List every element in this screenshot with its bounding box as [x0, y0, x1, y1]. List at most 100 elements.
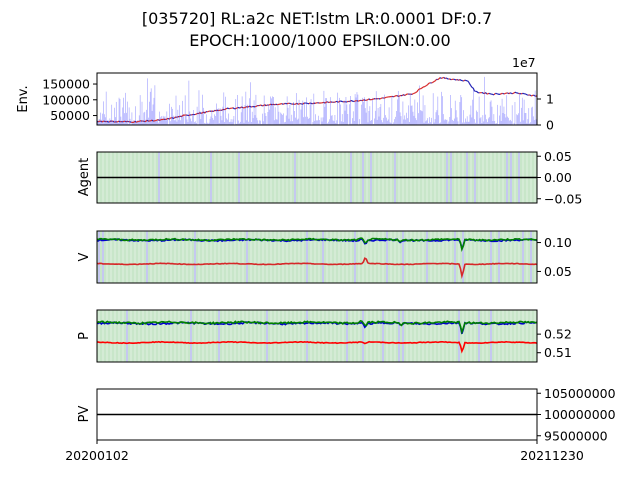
pv-ylabel: PV	[77, 406, 92, 423]
price-segment	[235, 107, 237, 110]
env-secondary-y-ticks: 01	[537, 92, 554, 133]
price-segment	[438, 77, 441, 80]
price-segment	[325, 101, 328, 103]
price-segment	[308, 102, 311, 105]
price-segment	[215, 109, 218, 112]
price-segment	[327, 101, 330, 104]
y-tick-label: 95000000	[544, 428, 608, 443]
price-segment	[456, 78, 459, 81]
price-segment	[459, 79, 462, 81]
y-tick-label: 0.10	[544, 235, 572, 250]
price-segment	[517, 92, 519, 95]
y2-tick-label: 1	[546, 92, 554, 107]
price-segment	[212, 109, 216, 113]
price-segment	[268, 103, 271, 106]
price-segment	[445, 77, 448, 80]
price-segment	[425, 84, 427, 87]
price-segment	[314, 102, 317, 105]
price-segment	[199, 112, 202, 115]
price-segment	[415, 91, 418, 94]
price-segment	[135, 121, 138, 123]
price-segment	[336, 101, 339, 103]
price-segment	[275, 103, 278, 106]
price-segment	[432, 81, 435, 83]
policy-axes-frame	[96, 309, 538, 363]
price-segment	[507, 92, 510, 95]
value-series-lines	[96, 237, 538, 279]
x-tick-label-start: 20200102	[65, 448, 129, 463]
price-segment	[313, 102, 316, 105]
pv-panel: 105000000 100000000 95000000 PV	[77, 386, 616, 444]
price-segment	[157, 119, 160, 121]
agent-ylabel: Agent	[77, 158, 92, 196]
chart-title-line1: [035720] RL:a2c NET:lstm LR:0.0001 DF:0.…	[142, 9, 492, 28]
y-tick-label: 0.51	[544, 345, 572, 360]
price-segment	[471, 86, 474, 89]
price-segment	[533, 94, 535, 97]
price-segment	[499, 93, 502, 95]
price-segment	[159, 119, 162, 121]
price-segment	[508, 92, 511, 95]
price-segment	[525, 93, 528, 96]
price-segment	[417, 88, 420, 91]
y-tick-label: 100000000	[544, 407, 616, 422]
price-segment	[469, 83, 472, 86]
price-segment	[444, 77, 447, 80]
price-segment	[367, 98, 370, 101]
y-tick-label: 0.52	[544, 327, 572, 342]
value-y-ticks: 0.10 0.05	[537, 235, 572, 279]
price-segment	[173, 116, 176, 119]
price-segment	[282, 102, 285, 105]
price-segment	[200, 112, 203, 115]
price-segment	[351, 100, 354, 102]
price-segment	[118, 120, 121, 123]
price-segment	[455, 78, 458, 81]
price-segment	[168, 117, 171, 120]
price-segment	[431, 81, 434, 84]
policy-ylabel: P	[77, 332, 92, 340]
price-segment	[323, 101, 326, 104]
price-segment	[167, 117, 170, 120]
price-segment	[393, 95, 396, 98]
price-segment	[302, 102, 305, 105]
price-segment	[104, 120, 106, 123]
price-segment	[290, 103, 293, 105]
value-ylabel: V	[77, 252, 92, 261]
env-ylabel: Env.	[16, 85, 31, 112]
price-segment	[204, 111, 207, 114]
price-segment	[255, 105, 258, 107]
price-segment	[224, 108, 227, 111]
price-segment	[171, 117, 174, 119]
price-segment	[359, 99, 361, 102]
price-segment	[122, 120, 125, 123]
price-segment	[398, 95, 401, 98]
price-segment	[208, 110, 210, 113]
series-line	[96, 340, 538, 354]
value-axes-frame	[96, 230, 538, 284]
price-segment	[461, 79, 464, 82]
price-segment	[354, 100, 356, 103]
price-segment	[251, 105, 253, 108]
price-segment	[246, 106, 249, 108]
y-tick-label: −0.05	[544, 191, 582, 206]
price-segment	[108, 120, 111, 123]
value-panel: 0.10 0.05 V	[77, 230, 572, 284]
price-segment	[249, 105, 252, 108]
price-segment	[178, 115, 181, 118]
y-tick-label: 150000	[42, 77, 90, 92]
price-segment	[202, 111, 204, 114]
y-tick-label: 50000	[50, 108, 90, 123]
price-segment	[531, 94, 534, 97]
price-segment	[441, 77, 443, 80]
price-segment	[260, 104, 263, 107]
price-segment	[150, 119, 153, 122]
price-segment	[405, 93, 408, 96]
price-segment	[363, 99, 366, 101]
y-tick-label: 0.05	[544, 149, 572, 164]
price-segment	[211, 110, 214, 113]
price-segment	[427, 82, 430, 85]
price-segment	[463, 79, 466, 82]
